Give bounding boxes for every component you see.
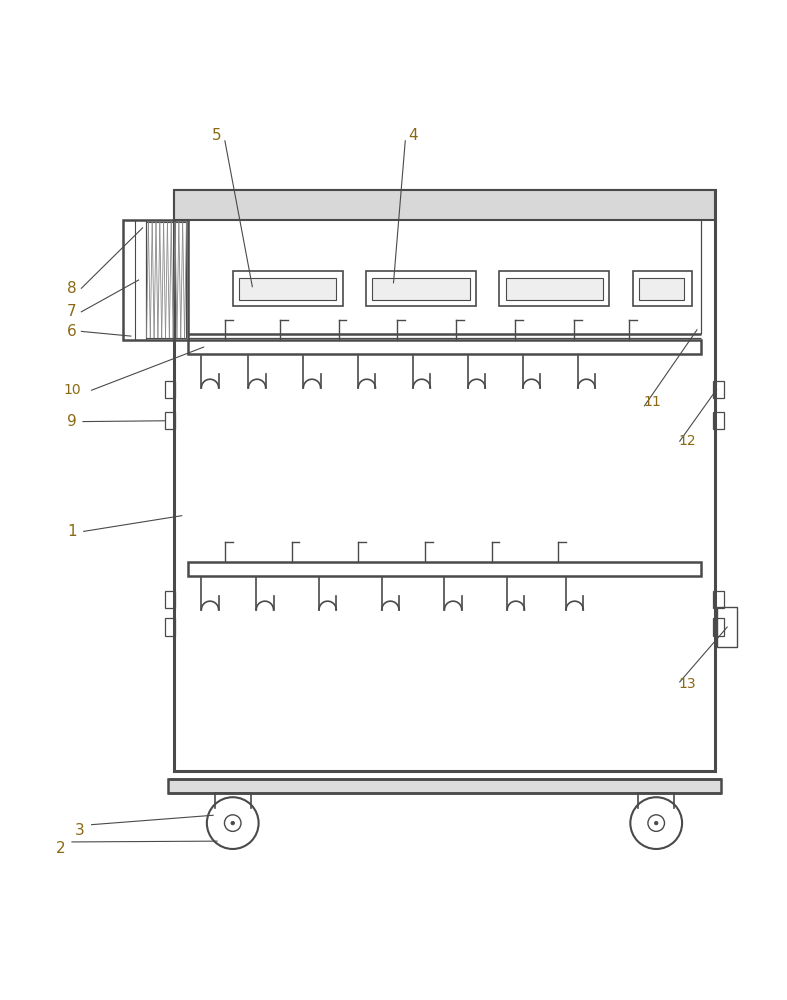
Text: 4: 4 xyxy=(408,128,418,143)
Bar xyxy=(639,278,685,300)
Bar xyxy=(164,618,176,636)
Text: 8: 8 xyxy=(67,281,77,296)
Bar xyxy=(168,779,722,793)
Bar xyxy=(714,381,725,398)
Circle shape xyxy=(231,821,235,825)
Bar xyxy=(500,271,609,306)
Bar xyxy=(505,278,603,300)
Bar xyxy=(174,190,715,771)
Text: 2: 2 xyxy=(55,841,65,856)
Bar xyxy=(233,271,342,306)
Circle shape xyxy=(655,821,658,825)
Text: 6: 6 xyxy=(67,324,77,339)
Text: 9: 9 xyxy=(67,414,77,429)
Bar xyxy=(164,412,176,429)
Text: 7: 7 xyxy=(67,304,77,319)
Text: 1: 1 xyxy=(67,524,77,539)
Bar xyxy=(164,591,176,608)
Bar xyxy=(718,607,737,647)
Bar xyxy=(372,278,470,300)
Bar xyxy=(714,412,725,429)
Bar xyxy=(366,271,476,306)
Text: 5: 5 xyxy=(212,128,222,143)
Bar xyxy=(714,618,725,636)
Bar xyxy=(174,190,715,220)
Text: 12: 12 xyxy=(678,434,696,448)
Text: 11: 11 xyxy=(644,395,661,409)
Text: 3: 3 xyxy=(75,823,85,838)
Bar xyxy=(239,278,336,300)
Bar xyxy=(146,222,187,338)
Bar xyxy=(188,340,701,354)
Bar xyxy=(164,381,176,398)
Bar xyxy=(633,271,692,306)
Bar xyxy=(714,591,725,608)
Text: 13: 13 xyxy=(678,677,696,691)
Bar xyxy=(188,562,701,576)
Text: 10: 10 xyxy=(63,383,81,397)
Bar xyxy=(123,220,188,340)
